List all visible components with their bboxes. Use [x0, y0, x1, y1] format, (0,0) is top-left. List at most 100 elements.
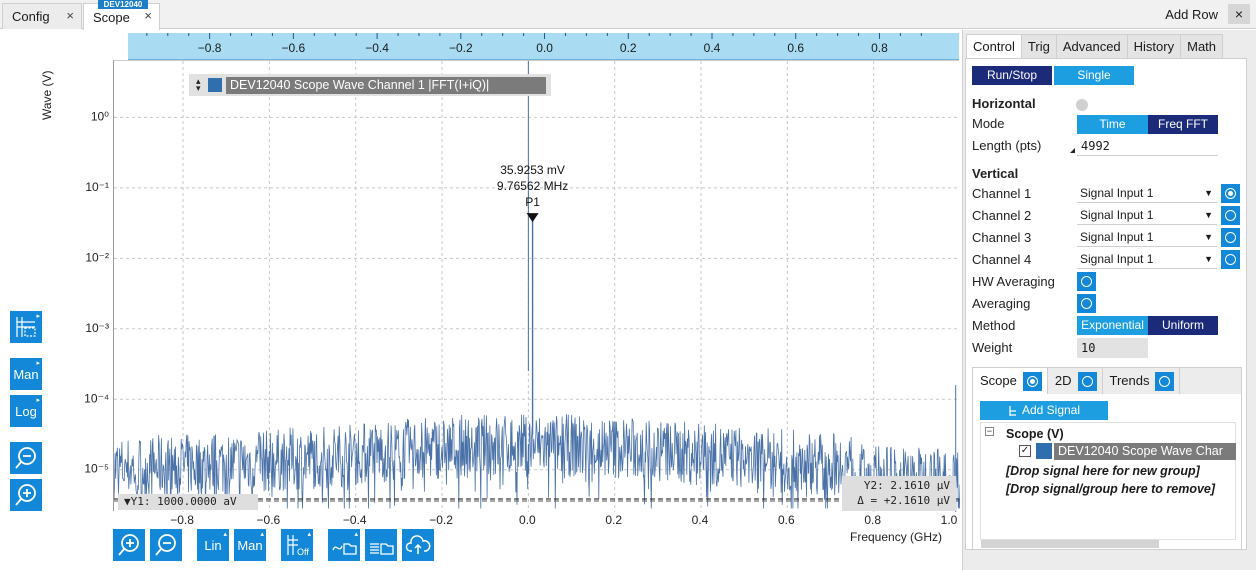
single-button[interactable]: Single — [1054, 66, 1134, 85]
tab-math[interactable]: Math — [1180, 34, 1224, 59]
dropdown-arrow-icon: ▴ — [260, 531, 264, 538]
tab-scope-signals[interactable]: Scope — [973, 368, 1048, 394]
panel-tabs: Control Trig Advanced History Math — [966, 34, 1224, 59]
signal-checkbox[interactable]: ✓ — [1019, 445, 1031, 457]
legend[interactable]: ▴ ▾ DEV12040 Scope Wave Channel 1 |FFT(I+… — [189, 74, 551, 96]
length-input[interactable]: 4992 — [1077, 136, 1218, 156]
tree-signal-item[interactable]: DEV12040 Scope Wave Char — [1054, 443, 1236, 460]
x-tick-label: 0.2 — [605, 513, 622, 527]
weight-input[interactable]: 10 — [1077, 338, 1148, 358]
channel-4-radio[interactable] — [1221, 250, 1240, 269]
tab-history[interactable]: History — [1126, 34, 1182, 59]
add-row-button[interactable]: Add Row — [1165, 7, 1218, 22]
mode-freq-fft-button[interactable]: Freq FFT — [1148, 115, 1218, 134]
cursor-y1-readout[interactable]: ▼Y1: 1000.0000 aV — [118, 494, 258, 510]
tab-trig[interactable]: Trig — [1020, 34, 1057, 59]
channel-3-select[interactable]: Signal Input 1 ▼ — [1077, 228, 1217, 247]
cloud-upload-button[interactable] — [402, 529, 434, 561]
trends-radio[interactable] — [1155, 372, 1175, 391]
x-axis: −0.8 −0.6 −0.4 −0.2 0.0 0.2 0.4 0.6 0.8 1.0 — [170, 513, 957, 527]
y-zoom-out-button[interactable] — [10, 442, 42, 474]
device-tag: DEV12040 — [98, 0, 148, 9]
tab-control[interactable]: Control — [966, 34, 1022, 59]
averaging-toggle[interactable] — [1077, 294, 1096, 313]
x-range-man-label: Man — [237, 537, 263, 553]
close-all-button[interactable]: × — [1228, 4, 1250, 24]
top-axis-label: 0.6 — [787, 41, 804, 55]
x-tick-label: 0.6 — [778, 513, 795, 527]
marker-value-label: 35.9253 mV — [500, 163, 565, 177]
y-tick-label: 10⁻⁵ — [84, 462, 109, 476]
tab-scope-signals-label: Scope — [980, 373, 1017, 388]
y-range-man-button[interactable]: Man ▸ — [10, 358, 42, 390]
save-table-button[interactable] — [365, 529, 397, 561]
marker-name-label: P1 — [525, 195, 540, 209]
drop-remove-zone[interactable]: [Drop signal/group here to remove] — [1006, 482, 1216, 496]
hw-averaging-toggle[interactable] — [1077, 272, 1096, 291]
grid-cursor-icon — [16, 317, 36, 337]
wave-folder-icon — [332, 543, 357, 555]
tab-config[interactable]: Config × — [2, 3, 82, 29]
x-range-man-button[interactable]: Man ▴ — [234, 529, 266, 561]
tab-2d[interactable]: 2D — [1048, 368, 1103, 394]
x-zoom-out-button[interactable] — [150, 529, 182, 561]
y-zoom-in-button[interactable] — [10, 479, 42, 511]
grid-off-icon: Off — [287, 535, 309, 557]
collapse-icon[interactable]: − — [985, 426, 994, 436]
top-axis-label: 0.0 — [536, 41, 553, 55]
channel-1-label: Channel 1 — [972, 186, 1032, 201]
y-range-man-label: Man — [13, 366, 39, 382]
cursor-y2-readout[interactable]: Y2: 2.1610 μV Δ = +2.1610 μV — [842, 476, 956, 511]
scope-radio[interactable] — [1022, 372, 1042, 391]
plot-area[interactable]: 35.9253 mV 9.76562 MHz P1 — [113, 60, 961, 512]
tab-advanced[interactable]: Advanced — [1055, 34, 1128, 59]
signal-tree[interactable]: − Scope (V) ✓ DEV12040 Scope Wave Char [… — [980, 422, 1236, 548]
resize-corner-icon — [1070, 148, 1075, 153]
save-waveform-button[interactable]: ▴ — [328, 529, 360, 561]
dropdown-arrow-icon: ▴ — [307, 531, 311, 538]
chevron-down-icon: ▼ — [1204, 254, 1213, 264]
hw-averaging-label: HW Averaging — [972, 274, 1055, 289]
tab-bar: Config × Scope × DEV12040 Add Row × — [0, 0, 1256, 30]
channel-1-select[interactable]: Signal Input 1 ▼ — [1077, 184, 1217, 203]
dropdown-arrow-icon: ▸ — [36, 313, 40, 320]
channel-2-radio[interactable] — [1221, 206, 1240, 225]
add-signal-label: Add Signal — [1021, 403, 1081, 417]
channel-2-select[interactable]: Signal Input 1 ▼ — [1077, 206, 1217, 225]
zoom-out-icon — [15, 447, 36, 469]
drop-new-group-zone[interactable]: [Drop signal here for new group] — [1006, 464, 1200, 478]
close-icon[interactable]: × — [144, 8, 152, 23]
x-scale-lin-button[interactable]: Lin ▴ — [197, 529, 229, 561]
close-icon[interactable]: × — [66, 8, 74, 23]
length-label: Length (pts) — [972, 138, 1042, 153]
x-axis-label: Frequency (GHz) — [850, 530, 943, 544]
add-signal-icon — [1009, 405, 1016, 416]
mode-time-button[interactable]: Time — [1077, 115, 1148, 134]
method-uniform-button[interactable]: Uniform — [1148, 316, 1218, 335]
y-tick-label: 10⁻³ — [85, 321, 109, 335]
method-exponential-button[interactable]: Exponential — [1077, 316, 1148, 335]
channel-3-radio[interactable] — [1221, 228, 1240, 247]
top-axis-label: −0.6 — [282, 41, 306, 55]
legend-arrows-icon[interactable]: ▴ ▾ — [196, 76, 201, 93]
horizontal-heading: Horizontal — [972, 96, 1036, 111]
grid-off-button[interactable]: Off ▴ — [281, 529, 313, 561]
tab-trends[interactable]: Trends — [1103, 368, 1181, 394]
status-led-icon — [1076, 99, 1088, 111]
channel-3-label: Channel 3 — [972, 230, 1032, 245]
x-tick-label: 0.0 — [519, 513, 536, 527]
tree-group-scope[interactable]: Scope (V) — [1006, 427, 1064, 441]
channel-4-select[interactable]: Signal Input 1 ▼ — [1077, 250, 1217, 269]
top-axis-svg: −0.8 −0.6 −0.4 −0.2 0.0 0.2 0.4 0.6 0.8 — [146, 33, 922, 55]
mode-label: Mode — [972, 116, 1005, 131]
add-signal-button[interactable]: Add Signal — [980, 401, 1108, 420]
tab-config-label: Config — [12, 9, 50, 24]
top-axis-bar[interactable]: −0.8 −0.6 −0.4 −0.2 0.0 0.2 0.4 0.6 0.8 — [128, 33, 959, 60]
run-stop-button[interactable]: Run/Stop — [972, 66, 1052, 85]
channel-1-radio[interactable] — [1221, 184, 1240, 203]
y-scale-log-button[interactable]: Log ▸ — [10, 395, 42, 427]
x-zoom-in-button[interactable] — [113, 529, 145, 561]
grid-cursor-button[interactable]: ▸ — [10, 311, 42, 343]
tree-scrollbar[interactable] — [981, 540, 1159, 548]
2d-radio[interactable] — [1077, 372, 1097, 391]
